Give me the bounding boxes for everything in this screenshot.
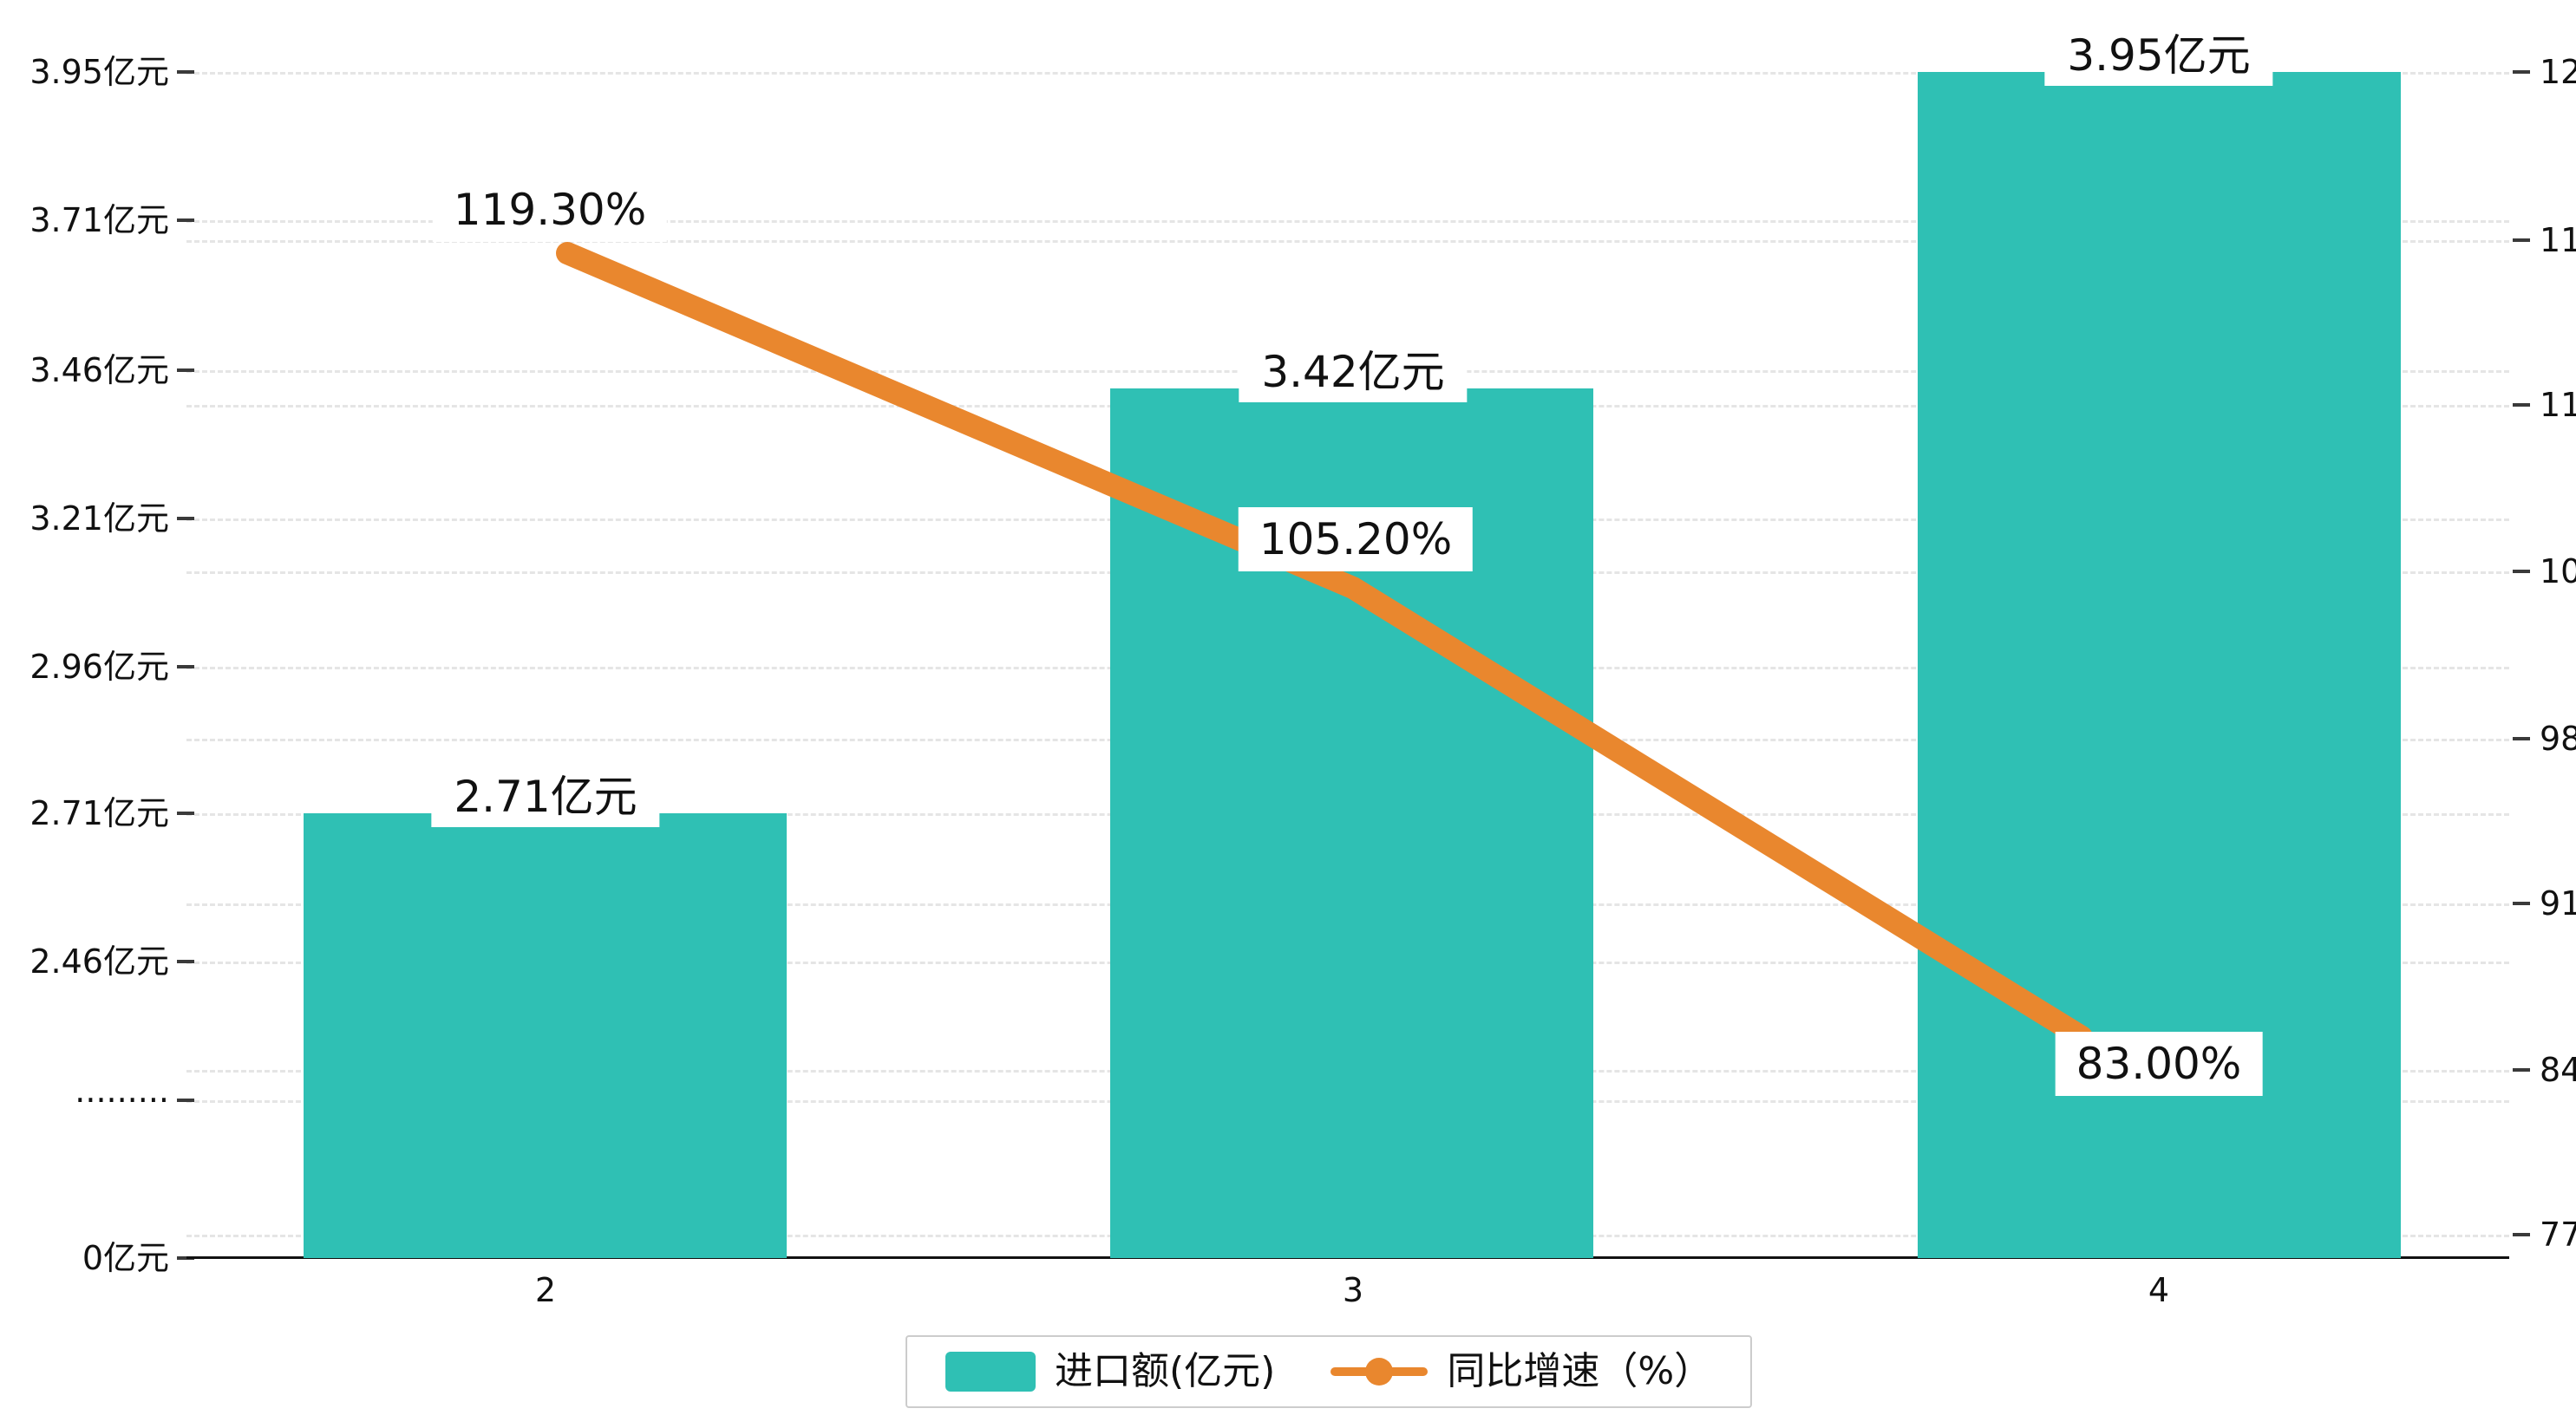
bar-import-amount-2 <box>304 813 787 1258</box>
y-axis-left-tick-label: 0亿元 <box>82 1239 169 1277</box>
y-axis-left-tick <box>177 1099 194 1102</box>
y-axis-left-tick-label: 3.21亿元 <box>29 499 169 538</box>
gridline <box>186 240 2509 243</box>
y-axis-left-tick <box>177 368 194 372</box>
y-axis-left-tick <box>177 218 194 222</box>
y-axis-left-tick-label: 2.96亿元 <box>29 648 169 686</box>
x-axis-category-label: 2 <box>534 1271 557 1309</box>
gridline <box>186 72 2509 75</box>
legend-item-import-amount[interactable]: 进口额(亿元) <box>945 1349 1275 1394</box>
y-axis-right-tick <box>2513 70 2530 74</box>
line-marker-dot-icon <box>1365 1358 1394 1386</box>
y-axis-left-tick <box>177 517 194 520</box>
y-axis-left-tick <box>177 665 194 668</box>
x-axis-category-label: 4 <box>2148 1271 2170 1309</box>
line-data-label: 119.30% <box>432 178 668 242</box>
bar-data-label: 2.71亿元 <box>431 766 660 827</box>
y-axis-right-tick <box>2513 737 2530 740</box>
y-axis-left-axis-break-label: ········· <box>75 1081 169 1119</box>
legend-item-label: 同比增速（%） <box>1447 1349 1713 1393</box>
y-axis-right-tick-label: 119 <box>2540 221 2576 259</box>
bar-data-label: 3.95亿元 <box>2044 25 2273 86</box>
legend: 进口额(亿元) 同比增速（%） <box>906 1335 1753 1408</box>
y-axis-right-tick-label: 126 <box>2540 53 2576 91</box>
y-axis-left-tick <box>177 70 194 74</box>
y-axis-right-tick-label: 105 <box>2540 552 2576 590</box>
y-axis-left-tick-label: 2.46亿元 <box>29 942 169 981</box>
y-axis-right-tick-label: 98 <box>2540 720 2576 758</box>
y-axis-right-tick <box>2513 902 2530 905</box>
line-marker-icon <box>1330 1358 1429 1386</box>
y-axis-left-tick <box>177 960 194 963</box>
x-axis-category-label: 3 <box>1342 1271 1364 1309</box>
y-axis-right-tick-label: 84 <box>2540 1051 2576 1089</box>
gridline <box>186 220 2509 223</box>
y-axis-left-tick <box>177 812 194 815</box>
y-axis-left-tick-label: 3.46亿元 <box>29 351 169 389</box>
y-axis-right-tick <box>2513 570 2530 573</box>
y-axis-left-tick-label: 3.71亿元 <box>29 201 169 239</box>
line-data-label: 83.00% <box>2055 1032 2263 1096</box>
bar-data-label: 3.42亿元 <box>1239 342 1468 402</box>
y-axis-left-tick-label: 3.95亿元 <box>29 53 169 91</box>
y-axis-right-tick-label: 77 <box>2540 1216 2576 1254</box>
y-axis-right-tick-label: 112 <box>2540 386 2576 424</box>
y-axis-right-tick <box>2513 1233 2530 1236</box>
y-axis-right-tick <box>2513 403 2530 407</box>
y-axis-left-tick-label: 2.71亿元 <box>29 794 169 832</box>
y-axis-left-tick <box>177 1256 194 1260</box>
line-data-label: 105.20% <box>1238 507 1474 571</box>
y-axis-right-tick <box>2513 238 2530 242</box>
bar-swatch-icon <box>945 1352 1036 1392</box>
y-axis-right-tick-label: 91 <box>2540 884 2576 923</box>
y-axis-right-tick <box>2513 1068 2530 1072</box>
legend-item-label: 进口额(亿元) <box>1055 1349 1276 1393</box>
legend-item-growth-rate[interactable]: 同比增速（%） <box>1330 1349 1712 1394</box>
